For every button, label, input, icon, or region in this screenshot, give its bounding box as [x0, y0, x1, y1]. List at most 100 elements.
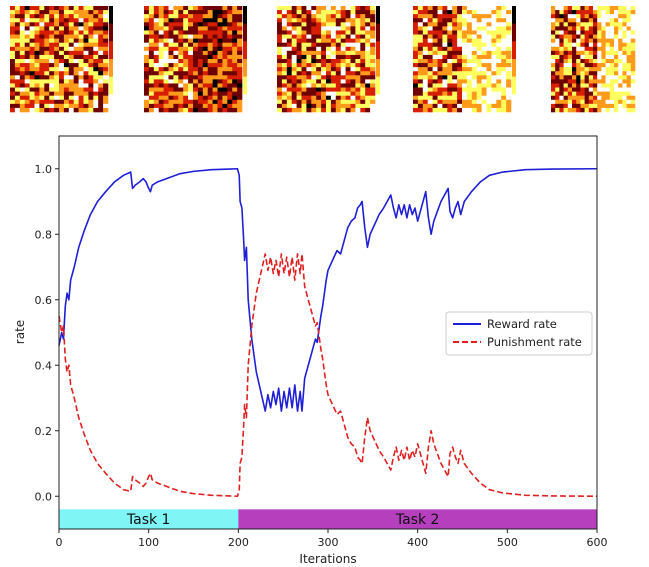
- heatmap-cell: [506, 63, 512, 68]
- heatmap-cell: [350, 46, 356, 52]
- heatmap-cell: [580, 107, 585, 113]
- heatmap-cell: [202, 30, 208, 35]
- heatmap-cell: [207, 79, 213, 84]
- heatmap-cell: [580, 18, 585, 23]
- heatmap-cell: [335, 38, 341, 43]
- heatmap-cell: [601, 79, 606, 84]
- heatmap-cell: [630, 103, 636, 109]
- heatmap-cell: [197, 22, 204, 27]
- heatmap-cell: [576, 54, 581, 60]
- colorbar-cell: [109, 87, 113, 92]
- heatmap-cell: [447, 42, 453, 48]
- heatmap-cell: [158, 63, 164, 68]
- heatmap-cell: [551, 18, 556, 23]
- heatmap-cell: [217, 6, 223, 11]
- colorbar-cell: [243, 101, 247, 106]
- heatmap-cell: [355, 38, 361, 43]
- heatmap-cell: [609, 67, 615, 72]
- heatmap-cell: [486, 14, 492, 19]
- heatmap-cell: [576, 79, 581, 84]
- heatmap-cell: [609, 46, 615, 52]
- heatmap-cell: [207, 6, 213, 11]
- heatmap-cell: [486, 46, 492, 52]
- heatmap-cell: [432, 103, 438, 109]
- heatmap-cell: [217, 22, 223, 27]
- heatmap-cell: [605, 83, 611, 88]
- heatmap-cell: [572, 38, 577, 43]
- heatmap-cell: [452, 107, 458, 113]
- colorbar-cell: [376, 48, 380, 53]
- x-tick-label: 500: [497, 536, 518, 549]
- heatmap-cell: [365, 103, 371, 109]
- heatmap-cell: [296, 75, 302, 80]
- heatmap-cell: [576, 14, 581, 19]
- heatmap-cell: [316, 38, 322, 43]
- heatmap-cell: [442, 38, 448, 43]
- heatmap-cell: [207, 54, 213, 60]
- heatmap-cell: [188, 71, 194, 76]
- heatmap-cell: [158, 95, 164, 101]
- heatmap-cell: [44, 91, 50, 96]
- heatmap-cell: [597, 46, 602, 52]
- heatmap-cell: [437, 79, 443, 84]
- heatmap-cell: [350, 22, 356, 27]
- heatmap-cell: [277, 30, 283, 35]
- heatmap-cell: [212, 34, 218, 39]
- task-segment-2: [238, 509, 598, 529]
- heatmap-cell: [496, 22, 502, 27]
- heatmap-cell: [457, 83, 463, 88]
- heatmap-cell: [442, 87, 448, 92]
- heatmap-cell: [427, 54, 433, 60]
- heatmap-cell: [365, 83, 371, 88]
- heatmap-cell: [78, 91, 84, 96]
- heatmap-cell: [183, 6, 189, 11]
- heatmap-cell: [193, 95, 199, 101]
- heatmap-cell: [486, 99, 492, 105]
- heatmap-cell: [506, 50, 512, 56]
- heatmap-cell: [148, 95, 155, 101]
- heatmap-cell: [330, 91, 337, 96]
- heatmap-cell: [597, 30, 602, 35]
- colorbar-cell: [243, 16, 247, 21]
- heatmap-cell: [609, 50, 615, 56]
- heatmap-cell: [491, 42, 497, 48]
- heatmap-cell: [19, 50, 25, 56]
- heatmap-cell: [306, 10, 312, 15]
- heatmap-cell: [496, 10, 502, 15]
- heatmap-cell: [605, 6, 611, 11]
- heatmap-cell: [335, 59, 341, 64]
- heatmap-cell: [59, 107, 65, 113]
- heatmap-cell: [73, 14, 79, 19]
- heatmap-cell: [447, 59, 453, 64]
- heatmap-cell: [559, 46, 564, 52]
- series-line-punishment: [58, 253, 598, 498]
- heatmap-cell: [481, 18, 487, 23]
- heatmap-cell: [173, 50, 179, 56]
- heatmap-cell: [306, 54, 312, 60]
- heatmap-cell: [501, 18, 507, 23]
- heatmap-cell: [432, 107, 438, 113]
- heatmap-cell: [83, 79, 89, 84]
- heatmap-cell: [311, 26, 317, 31]
- colorbar-cell: [376, 37, 380, 42]
- heatmap-cell: [486, 54, 492, 60]
- y-tick-label: 0.2: [35, 425, 53, 438]
- heatmap-cell: [481, 91, 487, 96]
- heatmap-cell: [447, 22, 453, 27]
- colorbar-cell: [512, 30, 516, 35]
- heatmap-cell: [212, 71, 218, 76]
- heatmap-cell: [584, 34, 590, 39]
- heatmap-cell: [567, 87, 573, 92]
- heatmap-cell: [237, 87, 243, 92]
- heatmap-cell: [158, 6, 164, 11]
- heatmap-cell: [471, 67, 477, 72]
- heatmap-cell: [78, 46, 84, 52]
- heatmap-cell: [417, 6, 424, 11]
- heatmap-cell: [491, 50, 497, 56]
- heatmap-cell: [39, 63, 45, 68]
- heatmap-cell: [178, 38, 184, 43]
- heatmap-cell: [232, 34, 238, 39]
- heatmap-cell: [88, 26, 94, 31]
- heatmap-cell: [614, 75, 619, 80]
- heatmap-cell: [501, 30, 507, 35]
